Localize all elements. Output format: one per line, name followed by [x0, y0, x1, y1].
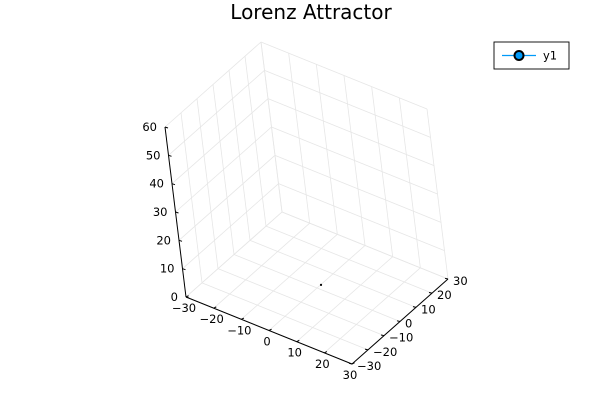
z-tick-mark — [185, 296, 190, 299]
tick-marks — [164, 126, 449, 365]
x-tick-label: −10 — [227, 323, 251, 337]
y-tick-mark — [444, 277, 449, 280]
z-tick-mark — [171, 183, 176, 186]
grid-line-wall-y-z — [271, 126, 438, 195]
z-tick-label: 20 — [156, 233, 171, 247]
data-point — [319, 283, 323, 286]
grid-line-wall-x-z — [182, 183, 279, 269]
grid-line-wall-y-z — [278, 183, 445, 252]
x-tick-label: 10 — [287, 346, 302, 360]
x-tick-mark — [324, 351, 328, 354]
y-tick-mark — [380, 334, 385, 337]
z-tick-mark — [168, 154, 172, 157]
grid-line-wall-y-z — [267, 98, 435, 167]
grid-line-wall-x-z — [168, 70, 265, 156]
y-tick-mark — [396, 320, 401, 322]
grid-line-wall-x-z — [171, 98, 269, 184]
y-tick-mark — [348, 362, 353, 365]
z-tick-label: 10 — [160, 262, 175, 276]
y-tick-mark — [412, 306, 417, 308]
y-tick-label: −30 — [357, 359, 381, 373]
x-tick-label: −30 — [172, 301, 196, 315]
chart-title: Lorenz Attractor — [230, 0, 392, 24]
z-tick-label: 50 — [146, 148, 161, 162]
grid-line-wall-y-z — [260, 41, 428, 110]
series-points — [319, 283, 323, 286]
x-tick-label: 30 — [343, 368, 358, 382]
grid-line-floor-y — [265, 225, 433, 294]
y-tick-label: 0 — [405, 317, 412, 331]
x-tick-label: 20 — [315, 357, 330, 371]
x-tick-label: 0 — [263, 335, 270, 349]
grid-line-floor-y — [201, 282, 369, 351]
grid-line-floor-y — [233, 254, 401, 322]
grid-line-wall-y-z — [264, 69, 431, 138]
tick-labels: −30−20−100102030−30−20−10010203001020304… — [142, 120, 467, 382]
legend-label-y1: y1 — [543, 49, 557, 63]
z-tick-mark — [182, 268, 186, 271]
legend-marker-icon — [513, 50, 525, 61]
grid-line-wall-y-z — [281, 211, 449, 280]
y-tick-label: 30 — [453, 274, 468, 288]
grid-line-floor-y — [249, 239, 417, 308]
grid-line-wall-x-z — [164, 41, 262, 128]
z-tick-label: 40 — [149, 177, 164, 191]
grid-line-floor-y — [217, 268, 385, 337]
grid-line-wall-x-z — [185, 211, 283, 298]
grid-line-wall-x-z — [175, 126, 272, 213]
z-tick-label: 0 — [171, 290, 178, 304]
grid-line-wall-x-z — [178, 155, 276, 241]
x-tick-mark — [351, 362, 355, 365]
grid-line-wall-y-z — [274, 154, 442, 223]
x-tick-label: −20 — [200, 312, 224, 326]
x-tick-mark — [213, 306, 217, 309]
z-tick-label: 60 — [142, 120, 157, 134]
y-tick-label: 10 — [421, 302, 436, 316]
z-tick-mark — [175, 211, 179, 214]
y-tick-mark — [428, 291, 433, 294]
x-tick-mark — [296, 339, 300, 343]
y-tick-label: −10 — [389, 331, 413, 345]
grid-lines — [164, 41, 449, 365]
y-tick-mark — [364, 348, 369, 351]
z-tick-mark — [178, 239, 183, 242]
y-tick-label: −20 — [373, 345, 397, 359]
legend: y1 — [493, 41, 570, 70]
y-tick-label: 20 — [437, 288, 452, 302]
z-tick-mark — [164, 126, 169, 129]
x-tick-mark — [241, 317, 245, 320]
x-tick-mark — [268, 328, 272, 331]
z-tick-label: 30 — [153, 205, 168, 219]
